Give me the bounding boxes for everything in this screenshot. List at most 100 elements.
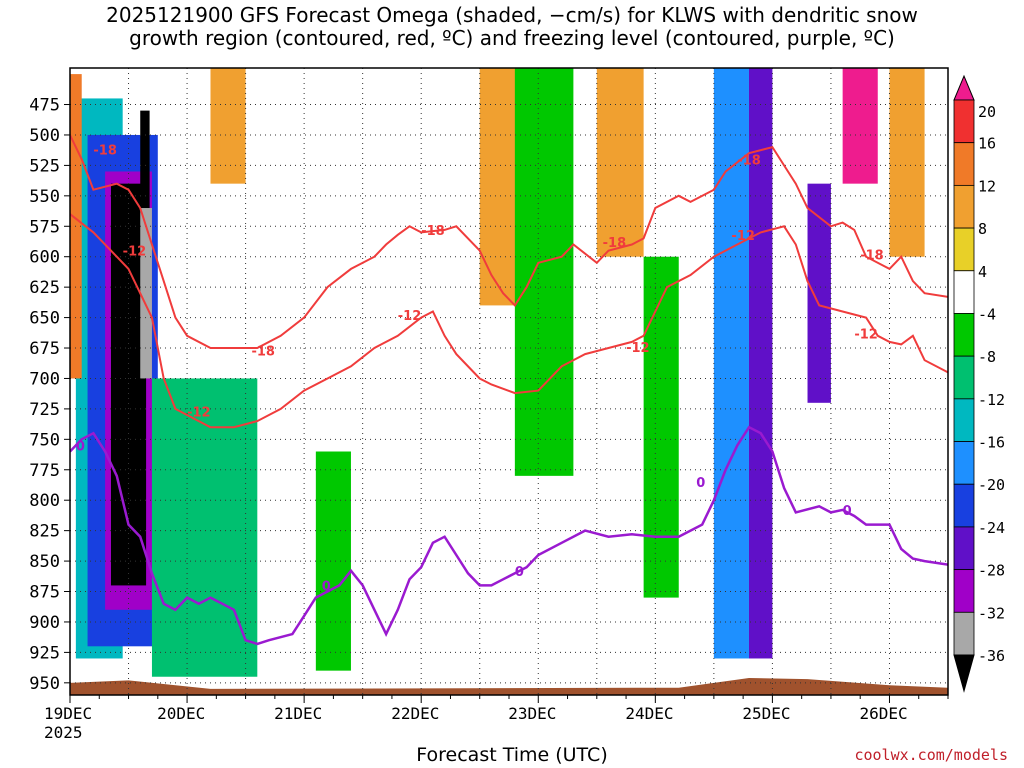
y-tick-label: 750 (29, 430, 60, 450)
colorbar-segment (953, 569, 975, 613)
y-tick-label: 625 (29, 278, 60, 298)
colorbar-label: 20 (978, 103, 996, 121)
x-tick-label: 19DEC (44, 704, 92, 723)
colorbar-label: -4 (978, 305, 996, 323)
colorbar: 20 16 12 8 4 -4 -8 -12 -16 -20 -24 -28 -32 -36 (953, 74, 1005, 693)
dgz-contour-label: -18 (93, 144, 117, 159)
colorbar-label: -36 (978, 647, 1005, 665)
y-tick-label: 675 (29, 339, 60, 359)
y-tick-label: 650 (29, 309, 60, 329)
colorbar-label: -20 (978, 476, 1005, 494)
colorbar-segment (953, 227, 975, 272)
dgz-contour-label: -12 (398, 309, 422, 324)
freezing-contour-label: 0 (843, 504, 852, 519)
dgz-contour-label: -12 (187, 405, 211, 420)
x-tick-label: 20DEC (157, 704, 205, 723)
colorbar-top-arrow (953, 74, 975, 101)
dgz-contour-label: -18 (603, 236, 627, 251)
ground-terrain (70, 677, 948, 695)
colorbar-label: 8 (978, 220, 987, 238)
colorbar-segment (953, 441, 975, 485)
y-tick-label: 600 (29, 248, 60, 268)
dgz-contour-label: -18 (421, 224, 445, 239)
omega-cell (643, 256, 679, 598)
dgz-contour-label: -12 (854, 327, 878, 342)
y-tick-label: 700 (29, 369, 60, 389)
colorbar-label: 4 (978, 263, 987, 281)
dgz-minus18-contour (70, 134, 948, 349)
dgz-contour-label: -18 (860, 248, 884, 263)
colorbar-label: -28 (978, 562, 1005, 580)
dgz-contour-label: -12 (123, 245, 146, 260)
y-tick-label: 475 (29, 96, 60, 116)
site-credit: coolwx.com/models (854, 746, 1008, 764)
x-tick-label: 23DEC (508, 704, 556, 723)
x-tick-label: 22DEC (391, 704, 439, 723)
omega-cell (842, 68, 878, 184)
y-tick-label: 550 (29, 187, 60, 207)
colorbar-segment (953, 142, 975, 186)
dgz-minus12-contour (70, 213, 948, 429)
colorbar-label: 16 (978, 135, 996, 153)
colorbar-label: -32 (978, 604, 1005, 622)
colorbar-label: -16 (978, 434, 1005, 452)
contour-lines: -18 -12 -18 -12 -18 -12 -18 -12 -18 -12 -18 -12 0 0 0 0… (70, 134, 948, 646)
omega-cell (889, 68, 925, 257)
dgz-contour-label: -18 (251, 344, 275, 359)
y-tick-label: 575 (29, 217, 60, 237)
title-line-2: growth region (contoured, red, ºC) and f… (129, 26, 895, 50)
dgz-contour-label: -12 (626, 341, 650, 356)
colorbar-label: 12 (978, 177, 996, 195)
x-axis-label: Forecast Time (UTC) (416, 744, 608, 766)
x-tick-label: 21DEC (274, 704, 322, 723)
freezing-level-contour (70, 425, 948, 646)
colorbar-bottom-arrow (953, 654, 975, 693)
dgz-contour-label: -18 (737, 153, 761, 168)
freezing-contour-label: 0 (515, 565, 524, 580)
colorbar-label: -8 (978, 348, 996, 366)
colorbar-segment (953, 99, 975, 144)
y-tick-label: 525 (29, 156, 60, 176)
colorbar-label: -12 (978, 391, 1005, 409)
title-line-1: 2025121900 GFS Forecast Omega (shaded, −… (106, 3, 918, 27)
y-tick-label: 800 (29, 491, 60, 511)
colorbar-segment (953, 313, 975, 357)
x-tick-label: 24DEC (625, 704, 673, 723)
y-tick-label: 925 (29, 643, 60, 663)
omega-cell (514, 68, 574, 476)
omega-cell (596, 68, 644, 257)
chart-title: 2025121900 GFS Forecast Omega (shaded, −… (0, 4, 1024, 50)
y-tick-label: 825 (29, 522, 60, 542)
colorbar-segment (953, 398, 975, 442)
ground-fill (70, 677, 948, 695)
colorbar-segment (953, 483, 975, 528)
y-tick-label: 950 (29, 674, 60, 694)
omega-shading (70, 68, 925, 677)
colorbar-segment (953, 526, 975, 571)
freezing-contour-label: 0 (322, 579, 331, 594)
colorbar-segment (953, 355, 975, 400)
y-tick-label: 900 (29, 613, 60, 633)
colorbar-label: -24 (978, 519, 1005, 537)
colorbar-segment (953, 270, 975, 314)
y-tick-label: 775 (29, 461, 60, 481)
y-tick-label: 725 (29, 400, 60, 420)
omega-cell (140, 208, 152, 379)
colorbar-segment (953, 611, 975, 656)
freezing-contour-label: 0 (696, 476, 705, 491)
omega-cell (748, 68, 773, 659)
y-tick-label: 500 (29, 126, 60, 146)
y-axis: 475 500 525 550 575 600 625 650 675 700 725 750 775 8… (29, 96, 70, 694)
colorbar-segment (953, 184, 975, 229)
dgz-contour-label: -12 (731, 229, 755, 244)
x-tick-label: 26DEC (859, 704, 907, 723)
omega-cell (210, 68, 246, 184)
y-tick-label: 875 (29, 583, 60, 603)
freezing-contour-label: 0 (76, 439, 85, 454)
y-tick-label: 850 (29, 552, 60, 572)
omega-cell (140, 110, 150, 209)
x-tick-sublabel: 2025 (44, 723, 83, 742)
x-tick-label: 25DEC (742, 704, 790, 723)
